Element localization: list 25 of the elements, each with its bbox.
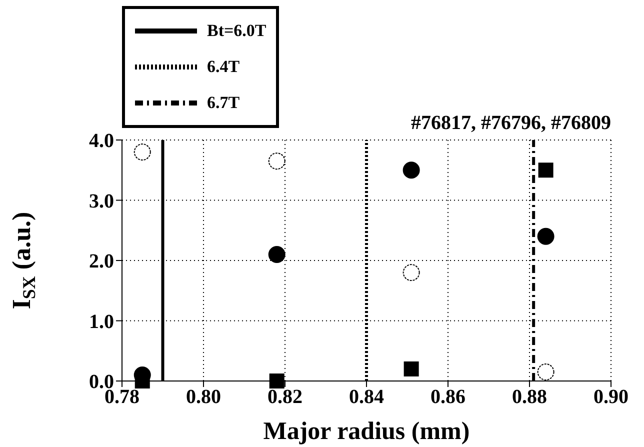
point (268, 246, 286, 263)
point (269, 374, 284, 388)
y-tick-label: 4.0 (89, 130, 114, 152)
x-tick-label: 0.88 (512, 386, 547, 408)
point (538, 162, 554, 178)
x-axis-title: Major radius (mm) (263, 418, 470, 445)
point (268, 152, 286, 170)
y-tick-label: 2.0 (89, 250, 114, 273)
x-tick-label: 0.82 (268, 386, 302, 408)
point (134, 144, 151, 161)
x-tick-label: 0.86 (430, 386, 466, 408)
point (537, 363, 554, 380)
y-tick-label: 3.0 (89, 190, 114, 212)
x-tick-label: 0.80 (186, 386, 221, 408)
legend-label: 6.4T (207, 57, 240, 77)
y-tick-label: 1.0 (89, 310, 114, 333)
legend-label: 6.7T (207, 93, 240, 113)
chart-title: #76817, #76796, #76809 (411, 112, 611, 135)
x-tick-label: 0.90 (594, 386, 628, 408)
point (404, 361, 419, 376)
point (402, 264, 420, 282)
x-tick-label: 0.84 (349, 386, 384, 408)
point (402, 162, 420, 179)
point (537, 228, 554, 245)
legend-label: Bt=6.0T (207, 21, 266, 41)
